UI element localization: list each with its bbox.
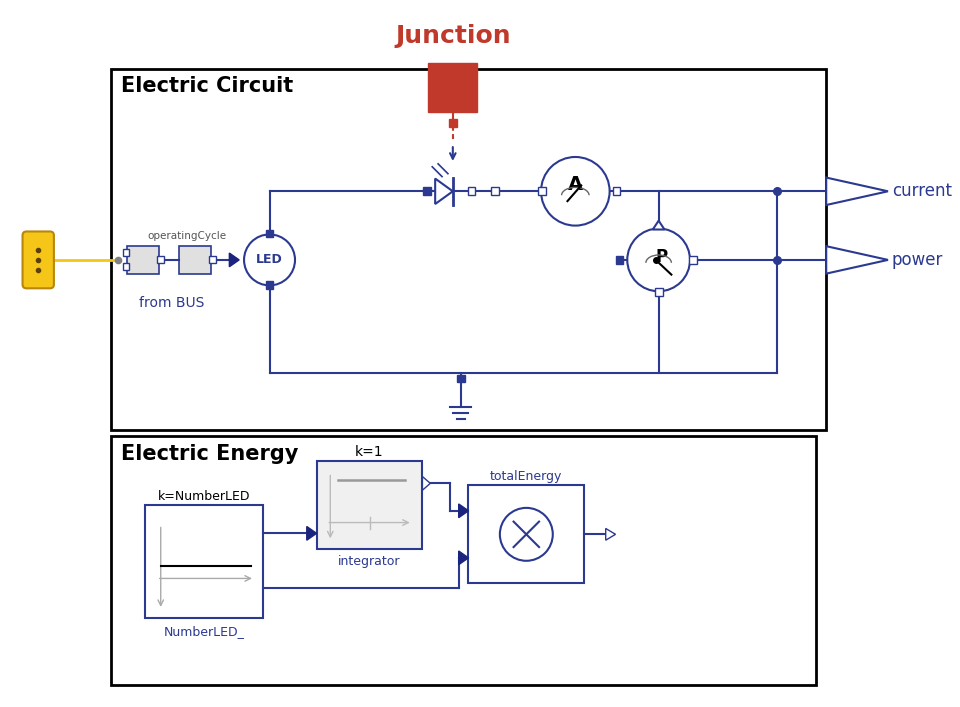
Bar [123, 249, 130, 256]
Polygon shape [422, 477, 430, 490]
Text: NumberLED_: NumberLED_ [163, 625, 244, 638]
Bar [449, 119, 457, 127]
Polygon shape [459, 551, 468, 565]
Text: P: P [656, 248, 667, 266]
Text: totalEnergy: totalEnergy [491, 470, 563, 483]
Polygon shape [307, 527, 317, 540]
Bar [491, 187, 499, 195]
Text: integrator: integrator [338, 555, 400, 568]
Text: k=NumberLED: k=NumberLED [157, 490, 251, 503]
Bar [208, 256, 216, 263]
Circle shape [627, 228, 690, 291]
Bar [689, 256, 697, 264]
Bar [110, 436, 816, 685]
Bar [110, 69, 827, 431]
Bar [128, 246, 158, 274]
Polygon shape [827, 177, 888, 205]
Bar [468, 485, 584, 583]
Circle shape [500, 508, 553, 561]
Bar [428, 63, 477, 112]
Bar [156, 256, 163, 263]
Bar [612, 187, 620, 195]
Polygon shape [653, 221, 664, 230]
Text: Electric Energy: Electric Energy [121, 444, 298, 464]
Bar [123, 263, 130, 269]
Circle shape [541, 157, 610, 226]
Bar [457, 375, 465, 382]
Bar [615, 256, 623, 264]
Text: A: A [567, 175, 583, 194]
Bar [266, 230, 274, 238]
Bar [180, 246, 211, 274]
Polygon shape [459, 504, 468, 518]
Bar [145, 505, 263, 618]
Text: from BUS: from BUS [139, 296, 204, 310]
Bar [468, 187, 475, 195]
Text: Electric Circuit: Electric Circuit [121, 76, 293, 96]
Bar [423, 187, 431, 195]
Polygon shape [229, 253, 239, 267]
Bar [538, 187, 546, 195]
Polygon shape [435, 179, 453, 204]
Text: k=1: k=1 [355, 445, 384, 459]
Text: LED: LED [256, 253, 283, 267]
Text: Junction: Junction [395, 25, 511, 49]
Text: power: power [892, 251, 944, 269]
Bar [317, 461, 422, 549]
Text: current: current [892, 182, 952, 200]
Polygon shape [827, 246, 888, 274]
Text: operatingCycle: operatingCycle [147, 231, 227, 241]
Circle shape [244, 235, 295, 286]
Polygon shape [606, 528, 615, 540]
Bar [655, 288, 662, 296]
Bar [266, 281, 274, 289]
FancyBboxPatch shape [22, 231, 54, 288]
